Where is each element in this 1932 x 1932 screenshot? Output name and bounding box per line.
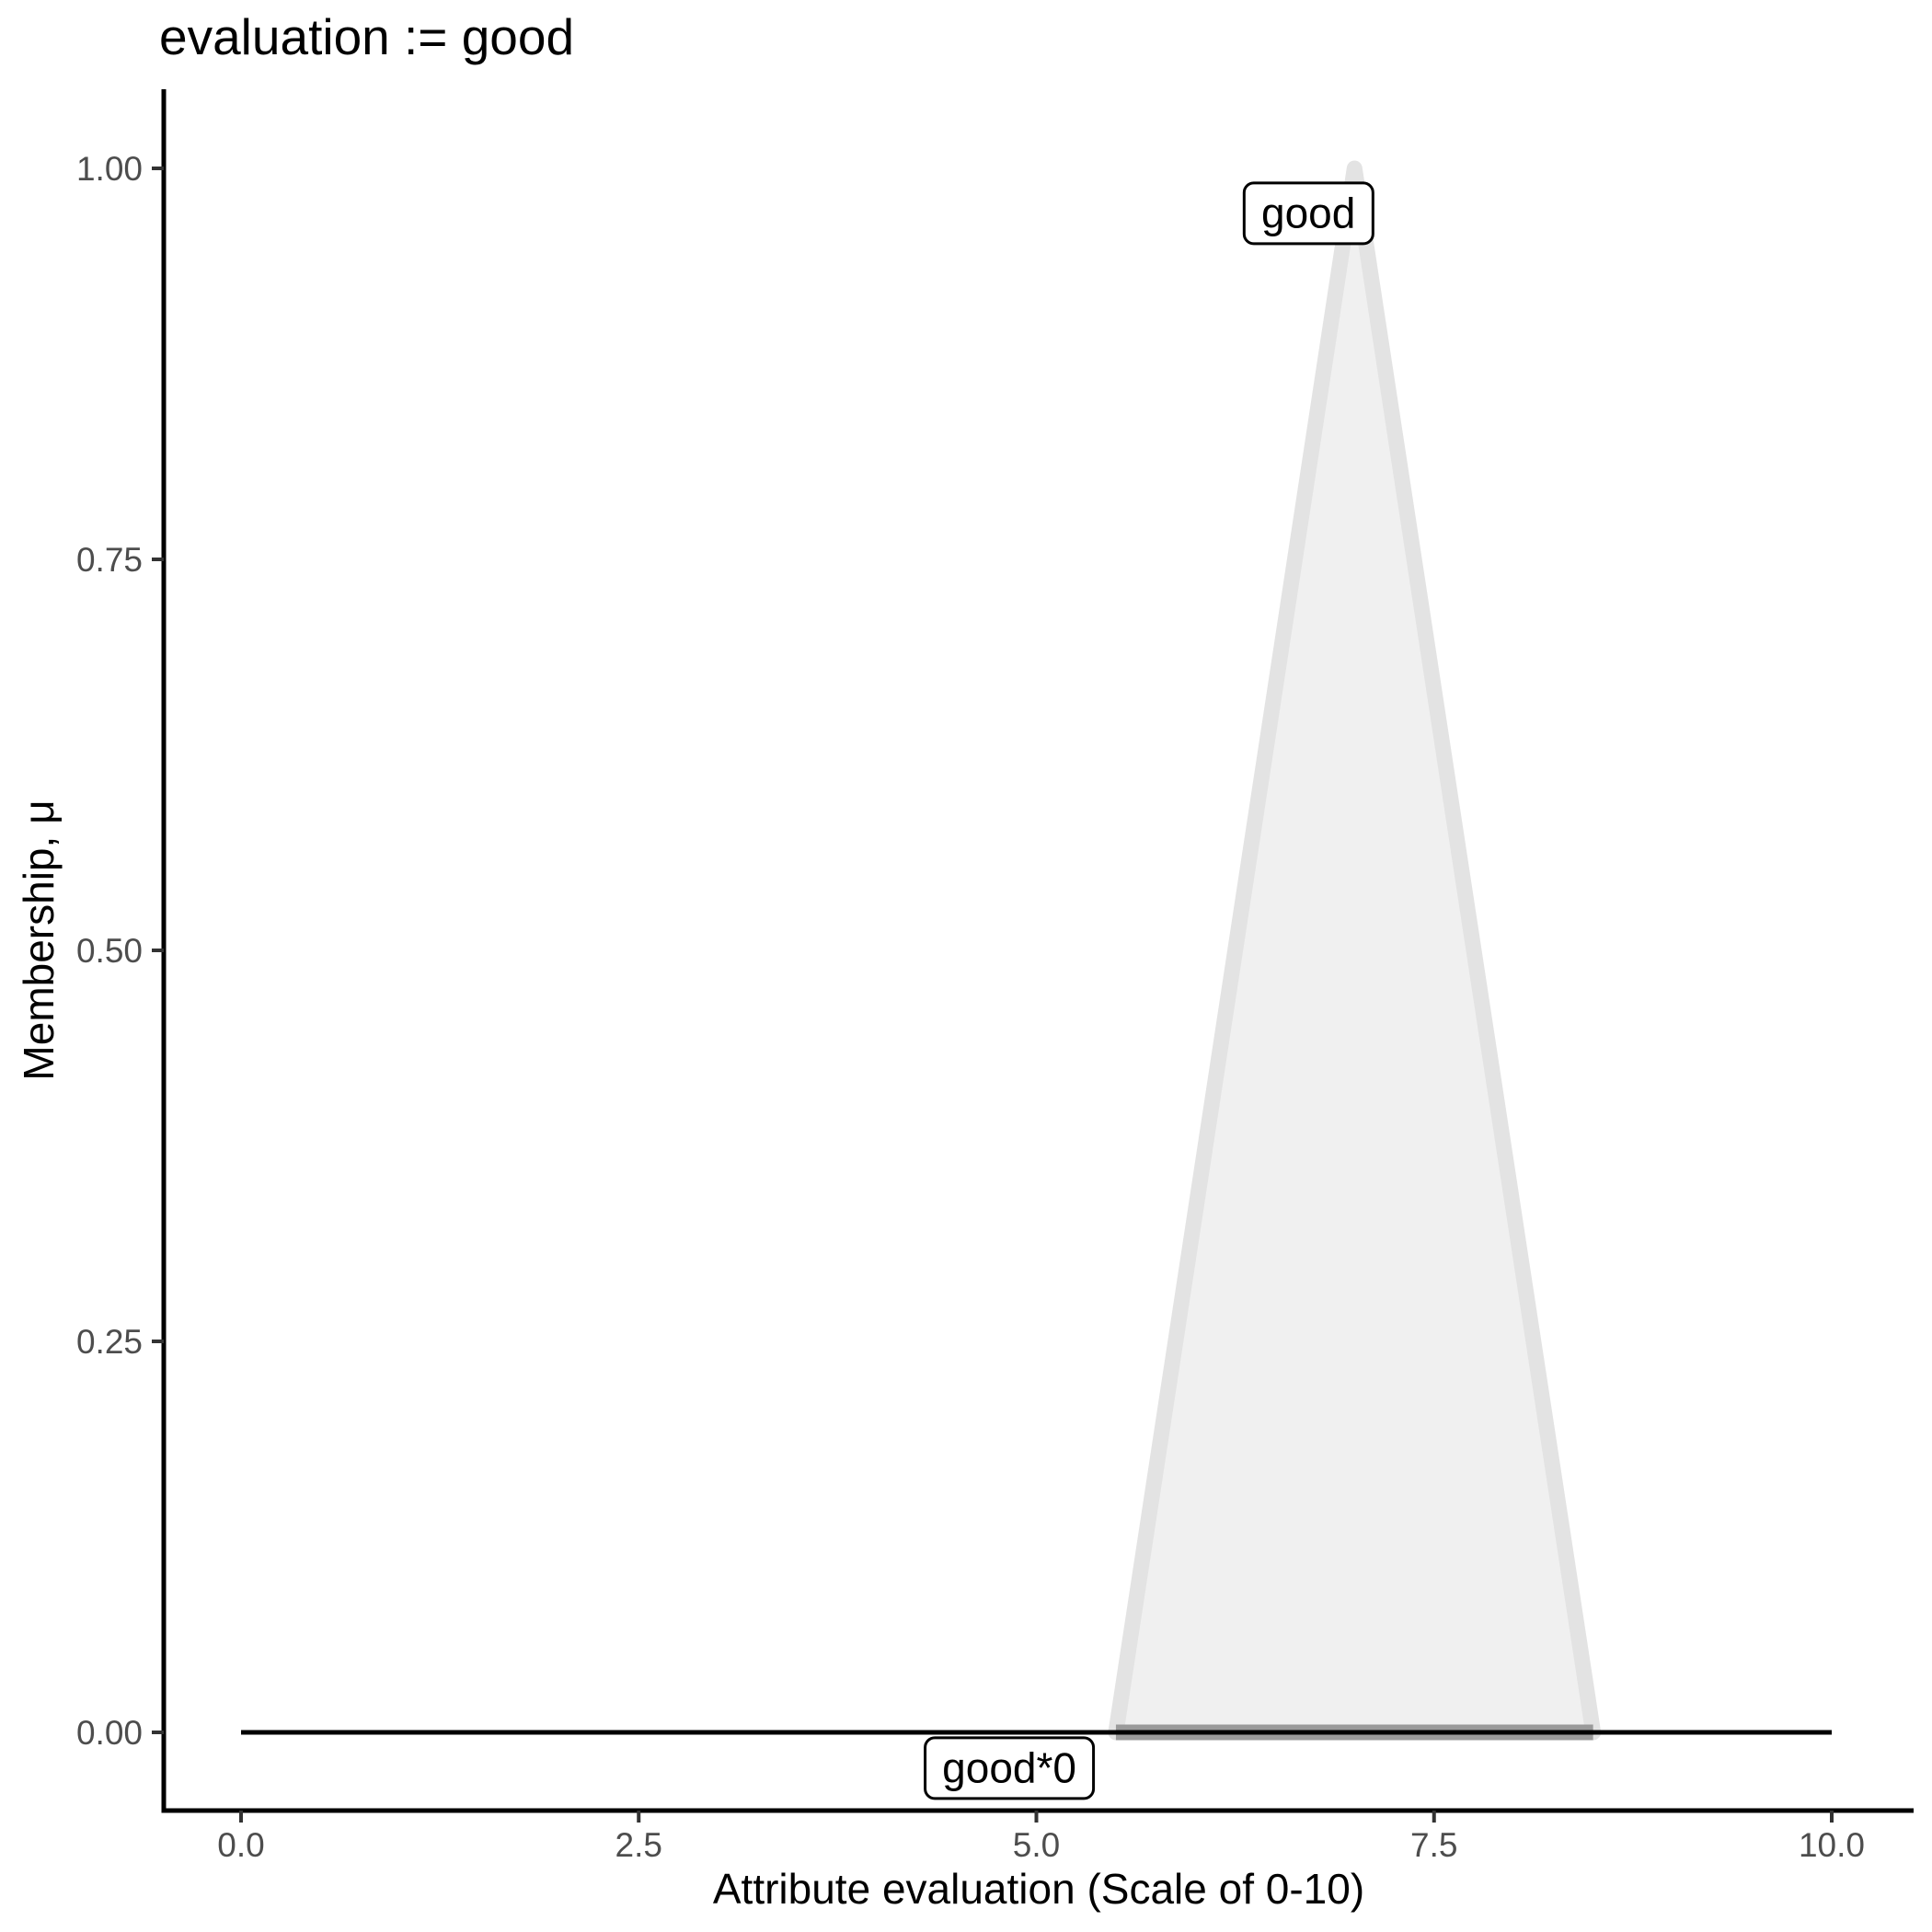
- membership-curve-good: [1108, 160, 1602, 1741]
- x-tick-label: 7.5: [1410, 1826, 1457, 1864]
- y-tick-label: 0.50: [76, 932, 143, 970]
- x-tick-label: 10.0: [1799, 1826, 1865, 1864]
- label-good-times-zero: good*0: [924, 1736, 1096, 1800]
- x-tick-label: 5.0: [1013, 1826, 1060, 1864]
- x-tick-label: 0.0: [217, 1826, 264, 1864]
- label-good: good: [1242, 181, 1374, 246]
- y-tick-label: 0.75: [76, 541, 143, 579]
- x-axis-title: Attribute evaluation (Scale of 0-10): [712, 1865, 1365, 1913]
- y-axis-title: Membership, μ: [15, 799, 63, 1081]
- x-tick-label: 2.5: [615, 1826, 662, 1864]
- y-tick-label: 0.25: [76, 1323, 143, 1361]
- y-tick-label: 1.00: [76, 150, 143, 188]
- plot-title: evaluation := good: [159, 8, 575, 65]
- y-tick-label: 0.00: [76, 1714, 143, 1752]
